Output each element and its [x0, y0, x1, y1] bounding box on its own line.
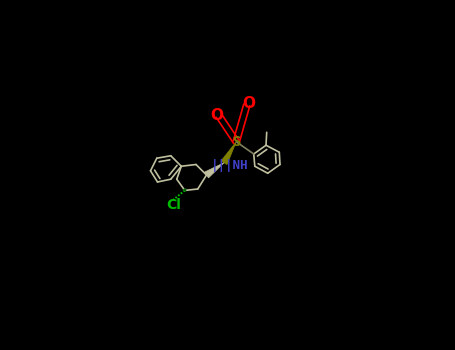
- Text: O: O: [242, 96, 255, 111]
- Text: ◂: ◂: [182, 184, 186, 193]
- Text: S: S: [232, 135, 240, 149]
- Text: O: O: [211, 108, 223, 123]
- Polygon shape: [204, 163, 224, 178]
- Text: Cl: Cl: [166, 198, 181, 212]
- Text: |||NH: |||NH: [211, 159, 248, 172]
- Polygon shape: [221, 142, 236, 164]
